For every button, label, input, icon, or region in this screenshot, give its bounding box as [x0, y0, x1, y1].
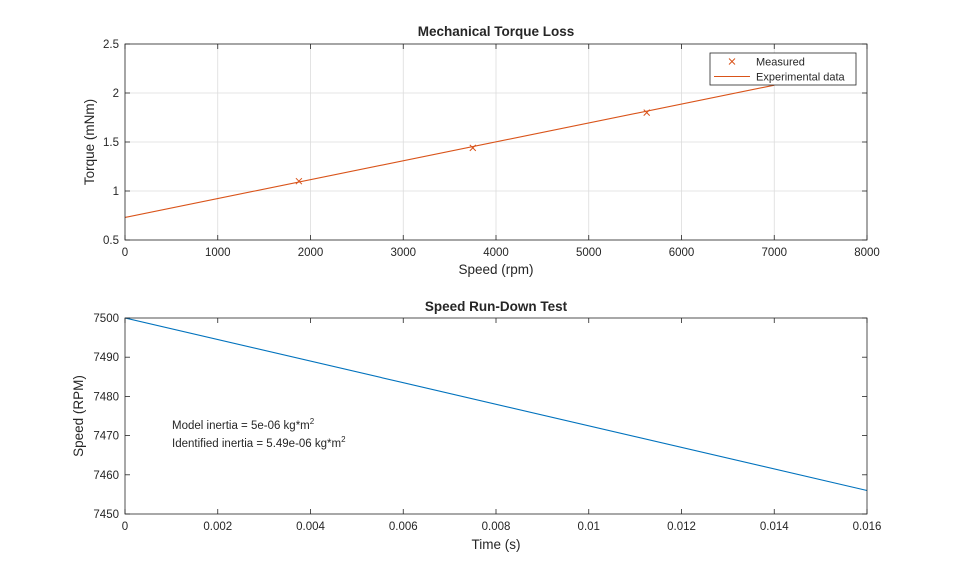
rundown-y-tick-label: 7500 — [93, 313, 119, 325]
inertia-annotation: Model inertia = 5e-06 kg*m2 Identified i… — [172, 417, 346, 450]
legend-box — [709, 52, 857, 86]
rundown-x-tick-label: 0.014 — [760, 521, 789, 533]
torque-x-tick-label: 0 — [122, 247, 128, 259]
torque-x-tick-label: 8000 — [854, 247, 880, 259]
rundown-chart: 0 0.002 0.004 0.006 0.008 0.01 0.012 0.014 0.016… — [71, 299, 881, 552]
rundown-series-line-0 — [124, 317, 868, 492]
torque-legend: Measured Experimental data — [709, 52, 857, 86]
torque-y-tick-label: 2.5 — [103, 39, 119, 51]
torque-x-tick-label: 6000 — [669, 247, 695, 259]
torque-chart-title: Mechanical Torque Loss — [418, 24, 575, 39]
rundown-plot-area — [125, 318, 867, 514]
x-marker-stroke — [295, 177, 303, 185]
rundown-x-tick-label: 0.006 — [389, 521, 418, 533]
rundown-series — [124, 317, 868, 492]
rundown-x-tick-label: 0.008 — [482, 521, 511, 533]
legend-label-measured: Measured — [756, 57, 805, 69]
model-inertia-text: Model inertia = 5e-06 kg*m2 — [172, 417, 315, 432]
rundown-x-ticks: 0 0.002 0.004 0.006 0.008 0.01 0.012 0.014 0.016 — [122, 318, 882, 533]
torque-y-tick-label: 2 — [113, 88, 119, 100]
torque-y-ticks: 0.5 1 1.5 2 2.5 — [103, 39, 867, 247]
torque-y-tick-label: 0.5 — [103, 235, 119, 247]
legend-label-experimental: Experimental data — [756, 72, 846, 84]
rundown-y-tick-label: 7450 — [93, 509, 119, 521]
rundown-x-tick-label: 0 — [122, 521, 128, 533]
identified-inertia-text: Identified inertia = 5.49e-06 kg*m2 — [172, 435, 346, 450]
rundown-x-axis-label: Time (s) — [472, 537, 521, 552]
torque-y-axis-label: Torque (mNm) — [82, 99, 97, 185]
torque-x-axis-label: Speed (rpm) — [458, 262, 533, 277]
torque-series-line-1 — [124, 84, 775, 218]
rundown-x-tick-label: 0.004 — [296, 521, 325, 533]
torque-x-tick-label: 1000 — [205, 247, 231, 259]
legend-marker-measured — [728, 58, 736, 65]
torque-x-tick-label: 7000 — [761, 247, 787, 259]
rundown-y-tick-label: 7470 — [93, 431, 119, 443]
rundown-x-tick-label: 0.002 — [203, 521, 232, 533]
torque-series — [124, 84, 775, 218]
torque-x-ticks: 0 1000 2000 3000 4000 5000 6000 7000 8000 — [122, 44, 880, 259]
rundown-y-tick-label: 7480 — [93, 391, 119, 403]
rundown-x-tick-label: 0.01 — [578, 521, 600, 533]
rundown-x-tick-label: 0.016 — [853, 521, 882, 533]
rundown-chart-title: Speed Run-Down Test — [425, 299, 568, 314]
rundown-y-tick-label: 7490 — [93, 352, 119, 364]
rundown-y-ticks: 7450 7460 7470 7480 7490 7500 — [93, 313, 867, 521]
torque-y-tick-label: 1 — [113, 186, 119, 198]
torque-x-tick-label: 3000 — [390, 247, 416, 259]
rundown-x-tick-label: 0.012 — [667, 521, 696, 533]
torque-x-tick-label: 2000 — [298, 247, 324, 259]
torque-data-point — [295, 177, 303, 185]
rundown-y-axis-label: Speed (RPM) — [71, 375, 86, 457]
rundown-y-tick-label: 7460 — [93, 470, 119, 482]
torque-x-tick-label: 5000 — [576, 247, 602, 259]
torque-chart: 0 1000 2000 3000 4000 5000 6000 7000 8000 0.5 1 1.… — [82, 24, 880, 277]
torque-y-tick-label: 1.5 — [103, 137, 119, 149]
torque-x-tick-label: 4000 — [483, 247, 509, 259]
